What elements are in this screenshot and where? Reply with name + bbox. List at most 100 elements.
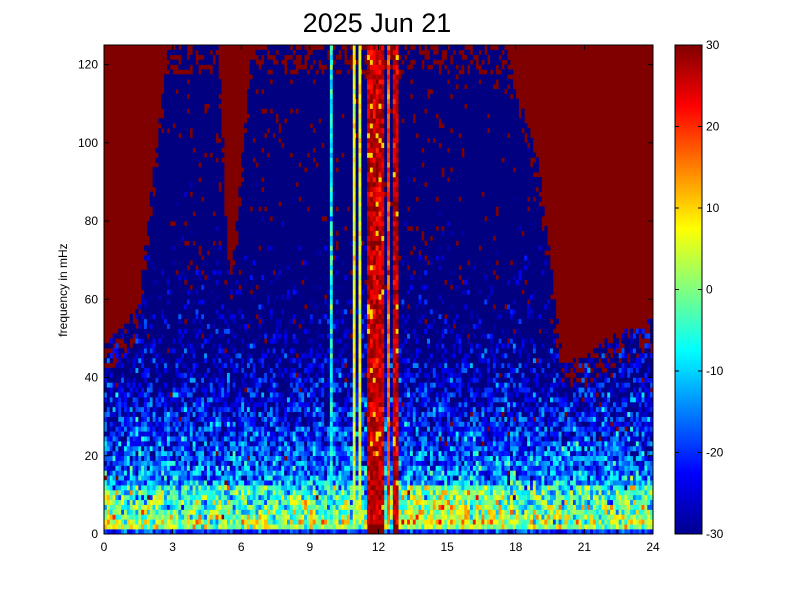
heat-cell <box>204 480 207 485</box>
heat-cell <box>153 358 156 363</box>
heat-cell <box>181 99 184 104</box>
heat-cell <box>138 324 141 329</box>
heat-cell <box>247 133 250 138</box>
heat-cell <box>284 236 287 241</box>
heat-cell <box>247 290 250 295</box>
heat-cell <box>267 162 270 167</box>
heat-cell <box>230 275 233 280</box>
heat-cell <box>281 216 284 221</box>
heat-cell <box>204 197 207 202</box>
heat-cell <box>278 280 281 285</box>
heat-cell <box>196 407 199 412</box>
heat-cell <box>224 505 227 510</box>
heat-cell <box>233 417 236 422</box>
heat-cell <box>210 123 213 128</box>
heat-cell <box>256 153 259 158</box>
heat-cell <box>264 329 267 334</box>
heat-cell <box>233 290 236 295</box>
heat-cell <box>244 123 247 128</box>
heat-cell <box>135 422 138 427</box>
heat-cell <box>170 387 173 392</box>
heat-cell <box>236 255 239 260</box>
heat-cell <box>201 451 204 456</box>
heat-cell <box>233 353 236 358</box>
heat-cell <box>267 206 270 211</box>
heat-cell <box>153 514 156 519</box>
heat-cell <box>196 505 199 510</box>
heat-cell <box>107 353 110 358</box>
heat-cell <box>193 466 196 471</box>
heat-cell <box>276 363 279 368</box>
heat-cell <box>187 280 190 285</box>
heat-cell <box>161 172 164 177</box>
heat-cell <box>221 265 224 270</box>
heat-cell <box>270 260 273 265</box>
heat-cell <box>164 255 167 260</box>
heat-cell <box>256 226 259 231</box>
heat-cell <box>230 436 233 441</box>
heat-cell <box>258 294 261 299</box>
heat-cell <box>135 382 138 387</box>
heat-cell <box>133 436 136 441</box>
heat-cell <box>130 470 133 475</box>
heat-cell <box>253 505 256 510</box>
heat-cell <box>264 192 267 197</box>
heat-cell <box>276 412 279 417</box>
heat-cell <box>153 343 156 348</box>
heat-cell <box>213 182 216 187</box>
heat-cell <box>278 299 281 304</box>
heat-cell <box>236 270 239 275</box>
heat-cell <box>270 441 273 446</box>
heat-cell <box>213 461 216 466</box>
heat-cell <box>207 231 210 236</box>
heat-cell <box>181 431 184 436</box>
heat-cell <box>207 118 210 123</box>
heat-cell <box>193 329 196 334</box>
heat-cell <box>261 382 264 387</box>
heat-cell <box>193 426 196 431</box>
heat-cell <box>190 456 193 461</box>
heat-cell <box>264 221 267 226</box>
heat-cell <box>193 514 196 519</box>
heat-cell <box>216 417 219 422</box>
heat-cell <box>253 446 256 451</box>
heat-cell <box>278 324 281 329</box>
heat-cell <box>175 417 178 422</box>
heat-cell <box>150 353 153 358</box>
heat-cell <box>216 353 219 358</box>
heat-cell <box>187 245 190 250</box>
heat-cell <box>150 480 153 485</box>
heat-cell <box>287 197 290 202</box>
heat-cell <box>221 490 224 495</box>
heat-cell <box>118 422 121 427</box>
heat-cell <box>213 138 216 143</box>
heat-cell <box>273 206 276 211</box>
heat-cell <box>181 299 184 304</box>
heat-cell <box>175 387 178 392</box>
heat-cell <box>204 334 207 339</box>
heat-cell <box>161 309 164 314</box>
heat-cell <box>167 417 170 422</box>
heat-cell <box>187 348 190 353</box>
heat-cell <box>115 461 118 466</box>
heat-cell <box>284 74 287 79</box>
heat-cell <box>170 270 173 275</box>
heat-cell <box>281 74 284 79</box>
heat-cell <box>124 514 127 519</box>
heat-cell <box>224 456 227 461</box>
heat-cell <box>173 343 176 348</box>
heat-cell <box>287 446 290 451</box>
heat-cell <box>170 314 173 319</box>
heat-cell <box>155 368 158 373</box>
heat-cell <box>281 436 284 441</box>
heat-cell <box>236 451 239 456</box>
heat-cell <box>193 407 196 412</box>
heat-cell <box>258 353 261 358</box>
heat-cell <box>276 407 279 412</box>
heat-cell <box>278 309 281 314</box>
heat-cell <box>167 338 170 343</box>
heat-cell <box>193 60 196 65</box>
heat-cell <box>284 177 287 182</box>
heat-cell <box>281 226 284 231</box>
heat-cell <box>107 456 110 461</box>
